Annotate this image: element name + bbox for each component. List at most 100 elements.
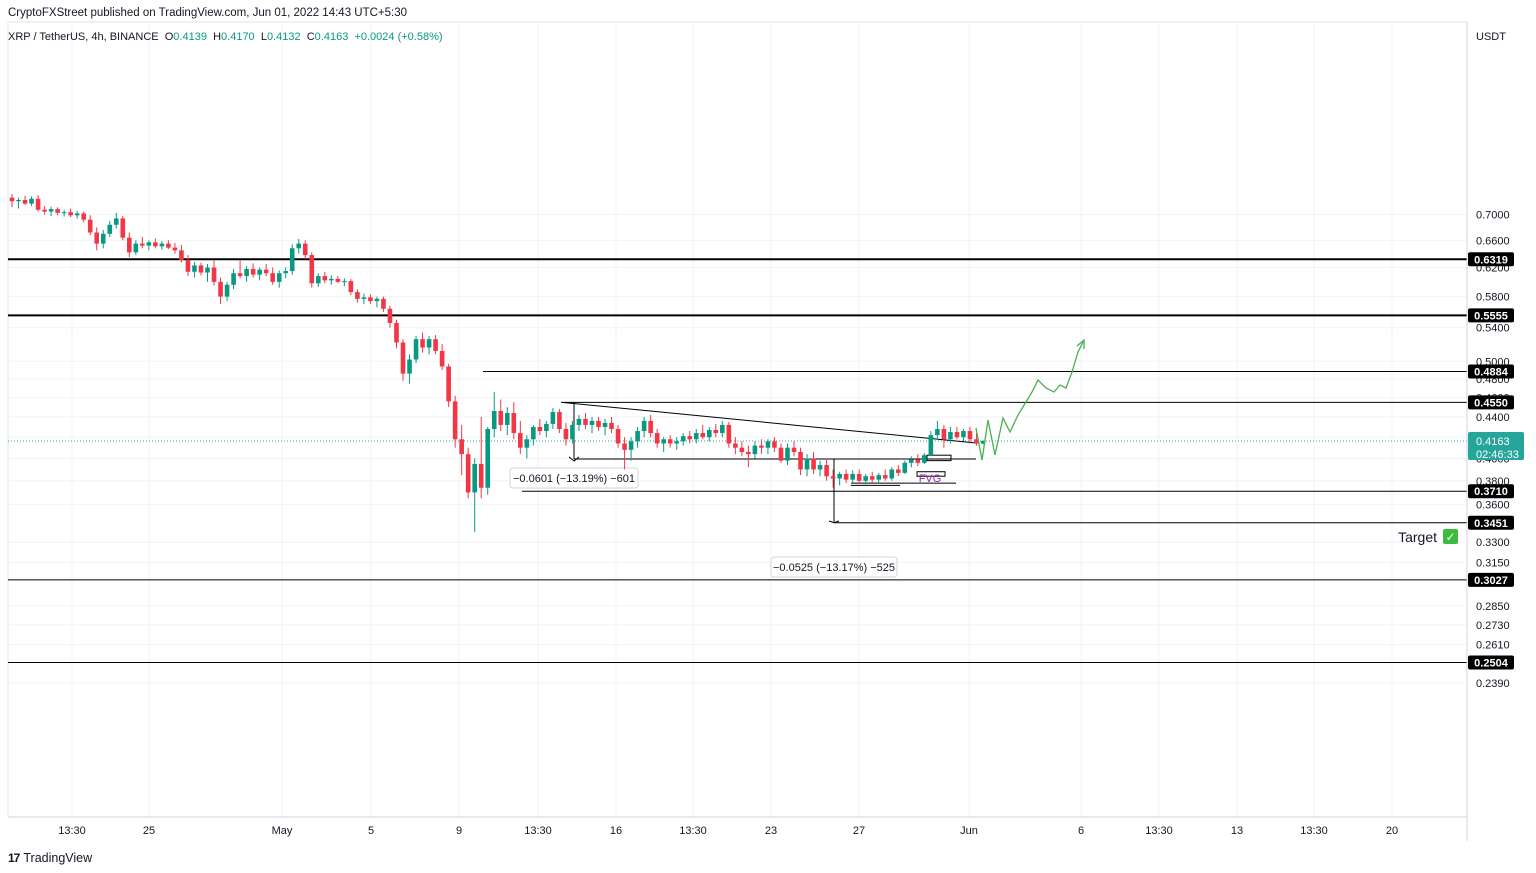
low-label: L	[260, 31, 267, 43]
candle-body	[961, 431, 966, 438]
candle-body	[244, 268, 249, 277]
axes: 0.70000.66000.62000.58000.54000.50000.48…	[8, 22, 1510, 841]
candle-body	[205, 267, 210, 273]
candle-body	[459, 439, 464, 455]
level-tag-label: 0.6319	[1474, 254, 1508, 266]
candle-body	[407, 359, 412, 374]
candle-body	[889, 469, 895, 479]
candle-body	[824, 465, 829, 477]
candle-body	[602, 422, 608, 427]
y-tick-label: 0.3150	[1476, 558, 1510, 570]
candle-body	[700, 433, 706, 438]
candle-body	[361, 297, 367, 299]
currency-label: USDT	[1476, 31, 1506, 43]
x-tick-label: 13:30	[1300, 825, 1328, 837]
y-tick-label: 0.6600	[1476, 235, 1510, 247]
target-check-icon	[1443, 529, 1458, 544]
candle-body	[289, 248, 295, 272]
candle-body	[544, 423, 549, 432]
fvg-box	[916, 471, 946, 477]
candle-body	[935, 428, 940, 436]
candle-body	[478, 463, 484, 488]
y-tick-label: 0.7000	[1476, 210, 1510, 222]
x-tick-label: 13:30	[524, 825, 552, 837]
candle-body	[693, 433, 699, 440]
candle-body	[895, 469, 901, 473]
level-tag-label: 0.4550	[1474, 397, 1508, 409]
candle-body	[876, 475, 882, 480]
candle-body	[928, 435, 934, 456]
candle-body	[74, 213, 80, 216]
candle-body	[231, 273, 236, 285]
candle-body	[224, 284, 230, 297]
level-tag	[1468, 252, 1514, 267]
x-tick-label: 20	[1386, 825, 1398, 837]
level-tag	[1468, 308, 1514, 323]
y-tick-label: 0.3300	[1476, 537, 1510, 549]
candle-body	[765, 441, 771, 448]
candle-body	[315, 276, 321, 284]
candle-body	[153, 242, 158, 247]
symbol-name: XRP / TetherUS, 4h, BINANCE	[8, 31, 159, 43]
candle-body	[674, 441, 680, 444]
candle-body	[843, 473, 849, 480]
x-tick-label: 9	[456, 825, 462, 837]
x-tick-label: 13	[1231, 825, 1243, 837]
candle-body	[752, 445, 758, 455]
current-price-tag	[1468, 432, 1524, 461]
level-tag-label: 0.2504	[1474, 657, 1509, 669]
candle-body	[433, 339, 438, 351]
candle-body	[733, 443, 738, 448]
candle-body	[237, 273, 243, 277]
candle-body	[609, 422, 614, 429]
candle-body	[322, 276, 328, 281]
grid	[7, 21, 1468, 818]
measure1-label: −0.0601 (−13.19%) −601	[513, 473, 635, 485]
candle-body	[557, 412, 562, 429]
candle-body	[641, 420, 647, 432]
candle-body	[276, 273, 282, 282]
candle-body	[967, 431, 973, 440]
candle-body	[954, 432, 960, 438]
level-tag	[1468, 572, 1514, 587]
candle-body	[48, 209, 54, 212]
projection-path	[975, 338, 1085, 461]
x-tick-label: 13:30	[679, 825, 707, 837]
tradingview-brand[interactable]: 17 TradingView	[8, 851, 92, 865]
candle-body	[785, 447, 790, 461]
candle-body	[589, 420, 595, 425]
candle-body	[283, 271, 289, 274]
candle-body	[16, 200, 21, 202]
candle-body	[179, 250, 184, 260]
brand-name: TradingView	[23, 851, 93, 865]
x-tick-label: 6	[1078, 825, 1084, 837]
candle-body	[263, 269, 269, 274]
level-tag-label: 0.3451	[1474, 518, 1508, 530]
y-tick-label: 0.2850	[1476, 601, 1510, 613]
candles	[9, 194, 986, 532]
open-value: 0.4139	[173, 31, 207, 43]
candle-body	[257, 269, 262, 275]
candle-body	[713, 429, 719, 434]
candle-body	[706, 429, 712, 438]
candle-body	[374, 298, 380, 302]
y-tick-label: 0.5400	[1476, 323, 1510, 335]
candle-body	[192, 265, 197, 272]
level-tag	[1468, 515, 1514, 530]
candle-body	[680, 436, 686, 442]
candle-body	[368, 297, 373, 302]
candle-body	[550, 412, 556, 424]
candle-body	[250, 268, 256, 275]
candle-body	[472, 463, 477, 493]
candle-body	[329, 278, 334, 281]
candle-body	[120, 218, 126, 238]
measure2-arrow	[828, 520, 840, 524]
candle-body	[537, 426, 543, 432]
level-tag-label: 0.3027	[1474, 575, 1508, 587]
candle-body	[426, 339, 432, 348]
candle-body	[922, 455, 927, 463]
change-value: +0.0024 (+0.58%)	[354, 31, 443, 43]
candle-body	[22, 200, 28, 204]
candle-body	[902, 462, 908, 473]
